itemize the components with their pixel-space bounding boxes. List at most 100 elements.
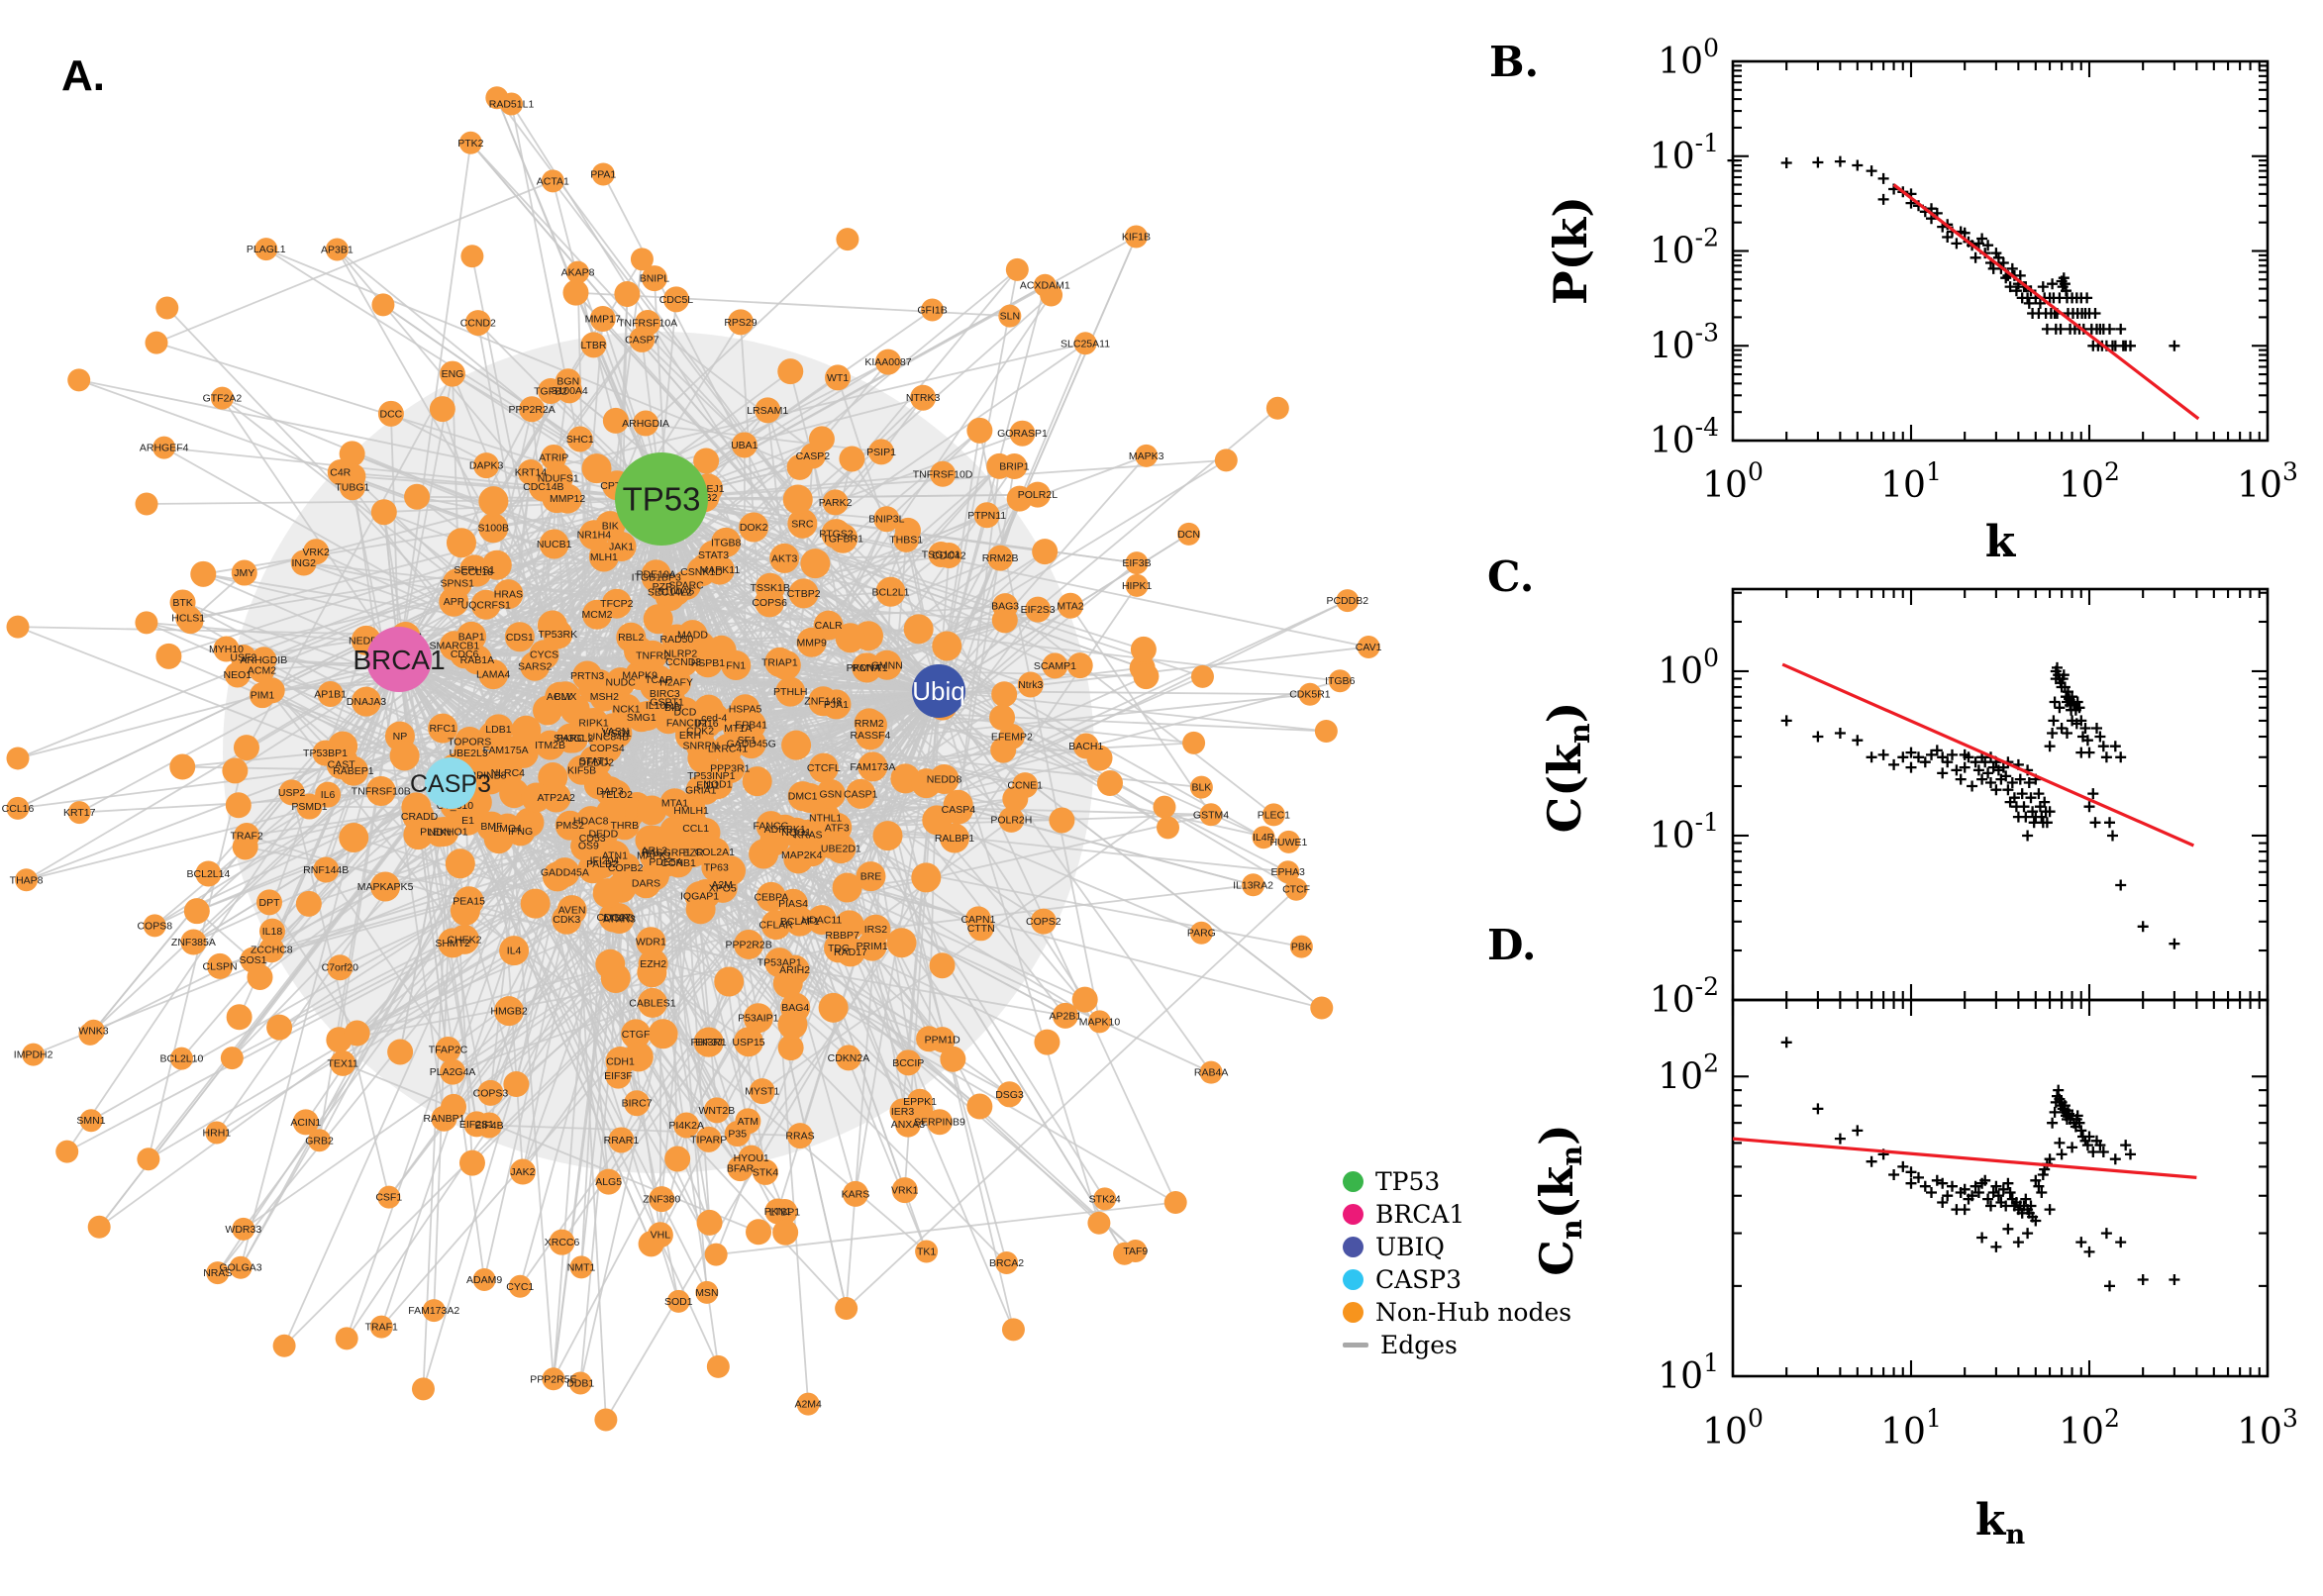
network-node: [508, 1274, 532, 1298]
network-node: [595, 1168, 622, 1195]
network-node: [796, 1392, 820, 1416]
network-node: [460, 245, 484, 268]
network-node: [207, 952, 234, 979]
gene-label: CAV1: [1356, 642, 1382, 653]
network-node: [706, 1354, 730, 1378]
network-node: [714, 966, 745, 997]
network-node: [308, 1129, 332, 1152]
network-node: [450, 895, 480, 926]
gene-label: GADD45A: [541, 867, 589, 879]
gene-label: BIRC3: [650, 688, 680, 700]
network-node: [966, 417, 993, 444]
network-node: [664, 1146, 691, 1172]
network-node: [739, 512, 769, 543]
network-node: [565, 260, 589, 284]
gene-label: USP15: [732, 1037, 764, 1048]
network-node: [996, 1081, 1023, 1108]
network-node: [986, 452, 1013, 479]
gene-label: WNK3: [78, 1026, 108, 1038]
gene-label: RBBP7: [825, 930, 859, 942]
gene-label: SNRPN: [682, 741, 719, 752]
legend-item-tp53: TP53: [1343, 1168, 1571, 1194]
network-node: [493, 579, 524, 610]
tick-label: 100: [1658, 34, 1719, 82]
gene-label: ACIN1: [290, 1117, 321, 1129]
gene-label: MLH1: [590, 551, 618, 563]
legend-item-non-hub-nodes: Non-Hub nodes: [1343, 1299, 1571, 1325]
gene-label: ced-4: [701, 712, 727, 724]
gene-label: PTGS2: [819, 529, 854, 541]
plot-frame: [1731, 587, 2270, 1002]
hub-label: BRCA1: [353, 645, 445, 675]
gene-label: Ntrk3: [1018, 679, 1043, 691]
gene-label: CASP7: [625, 334, 659, 346]
network-node: [690, 774, 721, 805]
network-node: [1336, 589, 1360, 613]
network-node: [1002, 785, 1029, 812]
gene-label: FANCD2: [666, 718, 708, 730]
gene-label: RANBP1: [423, 1113, 464, 1125]
gene-label: PLEC1: [1258, 809, 1290, 821]
network-node: [787, 1123, 814, 1149]
gene-label: EPB41: [735, 719, 767, 731]
network-node: [292, 1109, 319, 1136]
network-node: [816, 829, 847, 859]
network-node: [22, 1043, 46, 1066]
network-node: [387, 1039, 414, 1065]
network-node: [886, 928, 917, 958]
gene-label: BAG4: [781, 1002, 809, 1014]
gene-label: HRAS: [494, 589, 523, 601]
hub-node-casp3: CASP3: [410, 757, 491, 809]
gene-label: USO1: [603, 728, 632, 740]
gene-label: AP2B1: [1050, 1010, 1082, 1022]
network-node: [152, 436, 176, 459]
network-node: [637, 987, 667, 1018]
gene-label: SPNS1: [441, 578, 475, 590]
gene-label: TSSK1B: [751, 582, 790, 594]
network-node: [1001, 1318, 1025, 1342]
gene-label: NQO1: [781, 827, 811, 839]
network-node: [1284, 877, 1308, 901]
legend-item-label: UBIQ: [1375, 1232, 1445, 1261]
gene-label: EIF3B: [1122, 557, 1151, 569]
gene-label: RRAR1: [604, 1135, 640, 1147]
gene-label: ALG5: [595, 1176, 622, 1188]
network-node: [335, 1327, 358, 1350]
gene-label: DMC1: [788, 791, 818, 803]
network-node: [1182, 731, 1206, 754]
gene-label: KIF1B: [1122, 231, 1151, 243]
gene-label: STAT3: [698, 549, 729, 561]
network-node: [921, 298, 945, 322]
tick-label: 102: [2059, 457, 2120, 506]
network-node: [641, 559, 671, 590]
gene-label: FAM173A2: [408, 1305, 459, 1317]
tick-labels: 102 101 100 101 102 103: [1658, 1048, 2298, 1452]
network-node: [266, 1014, 293, 1041]
network-node: [1328, 669, 1352, 693]
chart-C: 100 10-1 10-2 C(kn​): [1538, 587, 2270, 1021]
gene-label: JAK1: [609, 541, 634, 552]
network-node: [247, 963, 273, 990]
gene-label: TNFRSF10B: [352, 785, 411, 797]
network-node: [856, 861, 886, 892]
gene-label: LRSAM1: [747, 405, 788, 417]
gene-label: CDK3: [553, 914, 580, 926]
gene-label: DAP3: [596, 786, 624, 798]
axis-ticks: [1731, 59, 2270, 443]
gene-label: CSNK1D: [680, 566, 723, 578]
gene-label: PRTN3: [570, 670, 604, 682]
network-node: [508, 738, 539, 768]
gene-label: COPS3: [473, 1087, 509, 1099]
network-node: [477, 1079, 504, 1106]
network-node: [542, 1367, 565, 1391]
network-node: [602, 407, 629, 434]
gene-label: EPHA3: [1270, 866, 1305, 878]
gene-label: PIK3R1: [691, 1037, 727, 1048]
network-node: [538, 377, 564, 404]
tick-label: 10-1: [1650, 129, 1719, 177]
gene-label: CASP2: [796, 450, 831, 462]
node-swatch-icon: [1343, 1203, 1364, 1225]
network-node: [422, 1299, 446, 1323]
network-node: [539, 529, 569, 559]
